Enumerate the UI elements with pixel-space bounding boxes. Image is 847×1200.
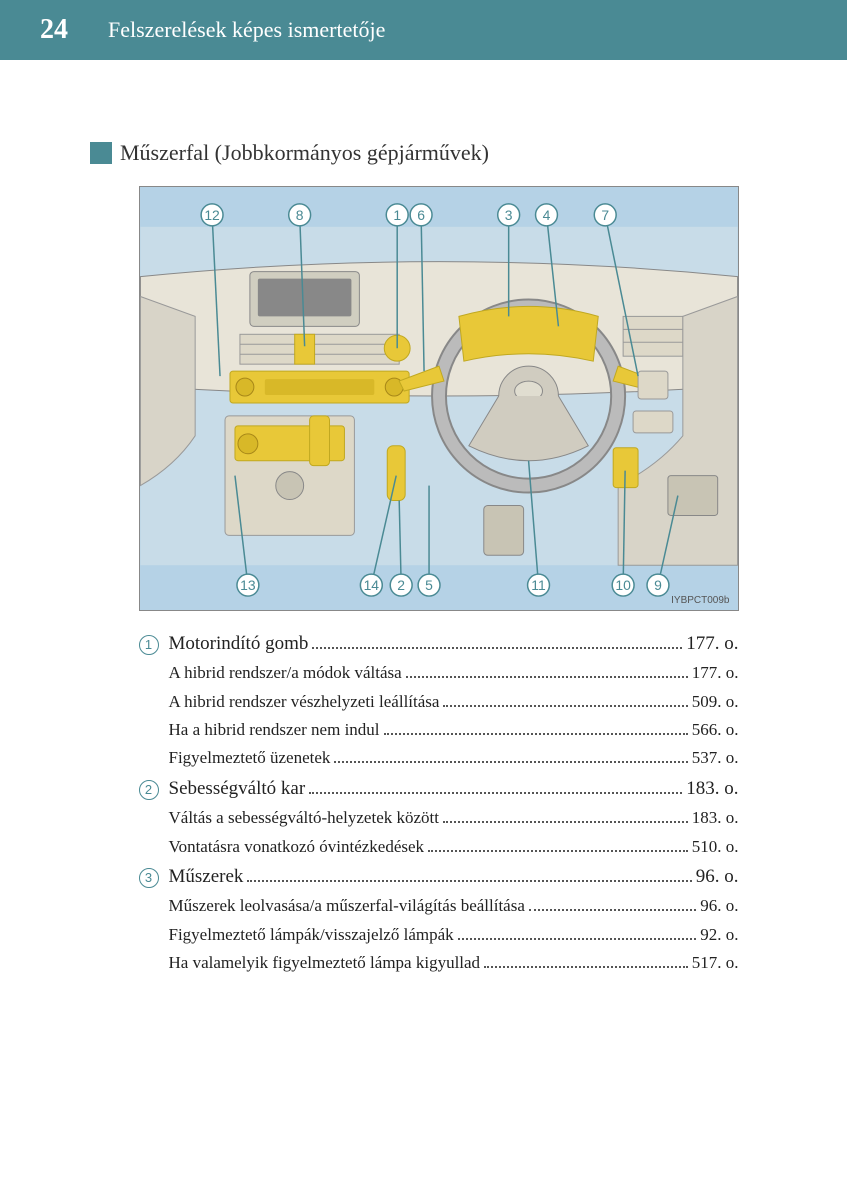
- diagram-id-label: IYBPCT009b: [671, 595, 729, 606]
- toc-sub-page: 92. o.: [700, 922, 738, 948]
- section-title-row: Műszerfal (Jobbkormányos gépjárművek): [90, 140, 787, 166]
- toc-subitem: Műszerek leolvasása/a műszerfal-világítá…: [139, 893, 739, 919]
- header-title: Felszerelések képes ismertetője: [108, 17, 385, 43]
- toc-dots: [334, 761, 687, 763]
- callout-label-11: 11: [531, 577, 546, 593]
- toc-item-2: 2 Sebességváltó kar 183. o.: [139, 774, 739, 803]
- callout-label-9: 9: [654, 577, 662, 593]
- page-content: Műszerfal (Jobbkormányos gépjárművek): [0, 60, 847, 976]
- toc-subitem: Vontatásra vonatkozó óvintézkedések 510. …: [139, 834, 739, 860]
- toc-sub-label: Figyelmeztető üzenetek: [169, 745, 331, 771]
- toc-page: 177. o.: [686, 629, 738, 658]
- toc-dots: [443, 705, 687, 707]
- toc-sub-label: Váltás a sebességváltó-helyzetek között: [169, 805, 439, 831]
- toc-num-circle: 2: [139, 780, 159, 800]
- callout-label-8: 8: [295, 207, 303, 223]
- callout-label-4: 4: [542, 207, 550, 223]
- callout-label-14: 14: [363, 577, 379, 593]
- toc-page: 183. o.: [686, 774, 738, 803]
- callout-label-3: 3: [504, 207, 512, 223]
- dashboard-diagram: 12 8 16 3 4 7 13 14 2 5 11 10 9 IYBPCT009b: [139, 186, 739, 611]
- toc-dots: [443, 821, 688, 823]
- callout-label-10: 10: [615, 577, 631, 593]
- toc-subitem: Figyelmeztető üzenetek 537. o.: [139, 745, 739, 771]
- toc-sub-page: 177. o.: [692, 660, 739, 686]
- toc-num-circle: 3: [139, 868, 159, 888]
- toc-subitem: Ha a hibrid rendszer nem indul 566. o.: [139, 717, 739, 743]
- callout-label-1: 1: [393, 207, 401, 223]
- toc-sub-page: 517. o.: [692, 950, 739, 976]
- toc-subitem: A hibrid rendszer vészhelyzeti leállítás…: [139, 689, 739, 715]
- callout-label-5: 5: [425, 577, 433, 593]
- toc-sub-page: 96. o.: [700, 893, 738, 919]
- callout-label-6: 6: [417, 207, 425, 223]
- toc-sub-label: Vontatásra vonatkozó óvintézkedések: [169, 834, 425, 860]
- square-bullet-icon: [90, 142, 112, 164]
- callout-label-2: 2: [397, 577, 405, 593]
- toc-dots: [312, 647, 682, 649]
- toc-sub-page: 510. o.: [692, 834, 739, 860]
- toc-sub-label: A hibrid rendszer vészhelyzeti leállítás…: [169, 689, 440, 715]
- toc-sub-label: Figyelmeztető lámpák/visszajelző lámpák: [169, 922, 454, 948]
- toc-dots: [384, 733, 688, 735]
- toc-page: 96. o.: [696, 862, 739, 891]
- toc-subitem: Figyelmeztető lámpák/visszajelző lámpák 9…: [139, 922, 739, 948]
- toc-subitem: A hibrid rendszer/a módok váltása 177. o.: [139, 660, 739, 686]
- toc-sub-page: 566. o.: [692, 717, 739, 743]
- page-number: 24: [40, 14, 68, 46]
- toc-dots: [529, 909, 696, 911]
- toc-dots: [484, 966, 688, 968]
- callout-label-7: 7: [601, 207, 609, 223]
- toc-dots: [309, 792, 682, 794]
- toc-sub-label: Ha valamelyik figyelmeztető lámpa kigyul…: [169, 950, 481, 976]
- toc-sub-page: 183. o.: [692, 805, 739, 831]
- diagram-svg: 12 8 16 3 4 7 13 14 2 5 11 10 9: [140, 187, 738, 610]
- toc-sub-page: 537. o.: [692, 745, 739, 771]
- toc-dots: [458, 938, 697, 940]
- callout-label-13: 13: [240, 577, 256, 593]
- toc-sub-page: 509. o.: [692, 689, 739, 715]
- page-header: 24 Felszerelések képes ismertetője: [0, 0, 847, 60]
- toc-item-1: 1 Motorindító gomb 177. o.: [139, 629, 739, 658]
- toc-sub-label: A hibrid rendszer/a módok váltása: [169, 660, 402, 686]
- toc-label: Sebességváltó kar: [169, 774, 306, 803]
- toc-dots: [247, 880, 691, 882]
- toc-label: Motorindító gomb: [169, 629, 309, 658]
- section-title: Műszerfal (Jobbkormányos gépjárművek): [120, 140, 489, 166]
- toc-subitem: Váltás a sebességváltó-helyzetek között 1…: [139, 805, 739, 831]
- toc-num-circle: 1: [139, 635, 159, 655]
- toc-item-3: 3 Műszerek 96. o.: [139, 862, 739, 891]
- toc-sub-label: Ha a hibrid rendszer nem indul: [169, 717, 380, 743]
- toc-label: Műszerek: [169, 862, 244, 891]
- toc-sub-label: Műszerek leolvasása/a műszerfal-világítá…: [169, 893, 525, 919]
- toc-subitem: Ha valamelyik figyelmeztető lámpa kigyul…: [139, 950, 739, 976]
- toc-dots: [406, 676, 688, 678]
- toc-dots: [428, 850, 688, 852]
- toc-list: 1Motorindító gomb177. o.A hibrid rendsze…: [139, 629, 739, 976]
- callout-label-12: 12: [204, 207, 220, 223]
